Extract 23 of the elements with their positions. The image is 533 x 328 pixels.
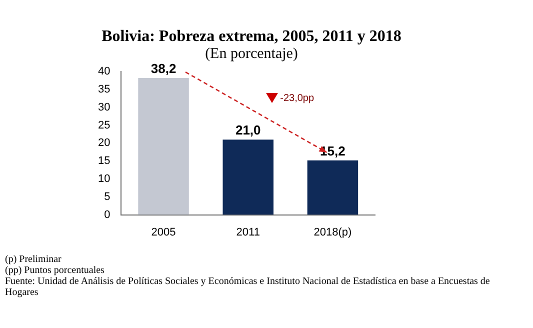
bar [307,160,358,215]
annotation: -23,0pp [280,92,314,104]
y-tick-label: 10 [98,173,110,186]
y-tick-label: 15 [98,155,110,168]
y-tick-label: 0 [104,208,110,221]
chart-title: Bolivia: Pobreza extrema, 2005, 2011 y 2018 [102,28,402,45]
y-tick-label: 25 [98,119,110,132]
chart-subtitle: (En porcentaje) [205,46,298,62]
bar [222,140,274,215]
text: (p) Preliminar [5,254,62,265]
y-tick-label: 30 [98,101,110,114]
y-tick-label: 40 [98,66,110,78]
y-tick-label: 5 [104,190,110,203]
data-label: 21,0 [235,122,261,138]
bar [138,78,189,215]
y-tick-label: 20 [98,137,110,150]
x-tick-label: 2005 [151,226,176,238]
text: (pp) Puntos porcentuales [5,265,106,276]
data-label: 38,2 [150,61,176,76]
y-tick-label: 35 [98,84,110,96]
x-tick-label: 2011 [236,226,260,238]
x-tick-label: 2018(p) [314,226,352,238]
source-note: Fuente: Unidad de Análisis de Políticas Sociales y Económicas e Instituto Nacional de Estadística en base a Encuestas de Hogares [5,276,491,298]
